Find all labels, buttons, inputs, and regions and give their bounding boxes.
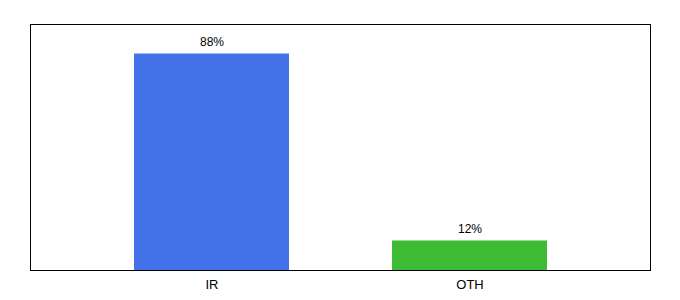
svg-text:OTH: OTH: [456, 277, 483, 292]
svg-text:IR: IR: [206, 277, 219, 292]
svg-text:88%: 88%: [200, 35, 224, 49]
svg-text:12%: 12%: [458, 222, 482, 236]
